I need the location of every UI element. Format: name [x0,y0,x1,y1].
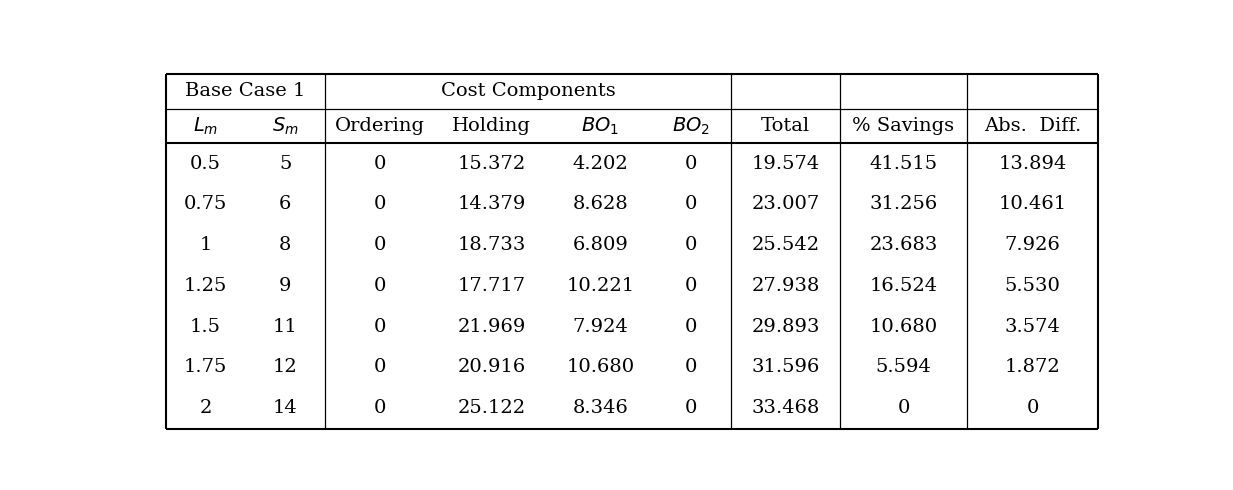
Text: Ordering: Ordering [335,117,424,135]
Text: Cost Components: Cost Components [441,82,615,100]
Text: 1.75: 1.75 [184,358,227,376]
Text: 0: 0 [374,318,386,336]
Text: % Savings: % Savings [852,117,954,135]
Text: 0: 0 [686,399,698,417]
Text: $BO_1$: $BO_1$ [581,115,619,137]
Text: 21.969: 21.969 [457,318,526,336]
Text: 8.628: 8.628 [572,196,628,213]
Text: 0: 0 [686,196,698,213]
Text: 27.938: 27.938 [752,277,820,295]
Text: 1.25: 1.25 [184,277,227,295]
Text: 1.5: 1.5 [190,318,221,336]
Text: 0: 0 [1026,399,1038,417]
Text: 0: 0 [374,358,386,376]
Text: 0: 0 [686,318,698,336]
Text: 1: 1 [200,236,212,254]
Text: 23.683: 23.683 [869,236,938,254]
Text: 1.872: 1.872 [1005,358,1060,376]
Text: 20.916: 20.916 [457,358,525,376]
Text: 10.221: 10.221 [566,277,634,295]
Text: 0: 0 [374,399,386,417]
Text: 7.926: 7.926 [1005,236,1060,254]
Text: 8.346: 8.346 [572,399,628,417]
Text: Abs.  Diff.: Abs. Diff. [984,117,1081,135]
Text: 2: 2 [200,399,212,417]
Text: 11: 11 [272,318,297,336]
Text: 5: 5 [279,154,291,172]
Text: 0: 0 [686,236,698,254]
Text: Base Case 1: Base Case 1 [185,82,306,100]
Text: 0.75: 0.75 [184,196,227,213]
Text: $L_m$: $L_m$ [192,115,218,137]
Text: 7.924: 7.924 [572,318,628,336]
Text: 10.680: 10.680 [869,318,937,336]
Text: 0: 0 [686,154,698,172]
Text: 9: 9 [279,277,291,295]
Text: 0: 0 [374,236,386,254]
Text: 14: 14 [272,399,297,417]
Text: 6: 6 [279,196,291,213]
Text: 16.524: 16.524 [869,277,937,295]
Text: 25.542: 25.542 [752,236,820,254]
Text: 0: 0 [374,196,386,213]
Text: 10.461: 10.461 [999,196,1067,213]
Text: 3.574: 3.574 [1005,318,1060,336]
Text: 15.372: 15.372 [457,154,525,172]
Text: 13.894: 13.894 [999,154,1067,172]
Text: 14.379: 14.379 [457,196,526,213]
Text: 12: 12 [272,358,297,376]
Text: 0: 0 [898,399,910,417]
Text: $BO_2$: $BO_2$ [672,115,710,137]
Text: 31.256: 31.256 [869,196,937,213]
Text: 0: 0 [686,358,698,376]
Text: 0: 0 [374,154,386,172]
Text: 6.809: 6.809 [572,236,628,254]
Text: 31.596: 31.596 [752,358,820,376]
Text: 19.574: 19.574 [752,154,820,172]
Text: 0: 0 [686,277,698,295]
Text: 5.530: 5.530 [1005,277,1060,295]
Text: 0: 0 [374,277,386,295]
Text: 41.515: 41.515 [869,154,937,172]
Text: 25.122: 25.122 [457,399,525,417]
Text: 18.733: 18.733 [457,236,526,254]
Text: 0.5: 0.5 [190,154,221,172]
Text: Holding: Holding [453,117,531,135]
Text: 10.680: 10.680 [566,358,634,376]
Text: 4.202: 4.202 [572,154,628,172]
Text: 8: 8 [279,236,291,254]
Text: 5.594: 5.594 [875,358,931,376]
Text: $S_m$: $S_m$ [272,115,298,137]
Text: 17.717: 17.717 [457,277,525,295]
Text: 23.007: 23.007 [752,196,820,213]
Text: Total: Total [761,117,810,135]
Text: 33.468: 33.468 [752,399,820,417]
Text: 29.893: 29.893 [751,318,820,336]
